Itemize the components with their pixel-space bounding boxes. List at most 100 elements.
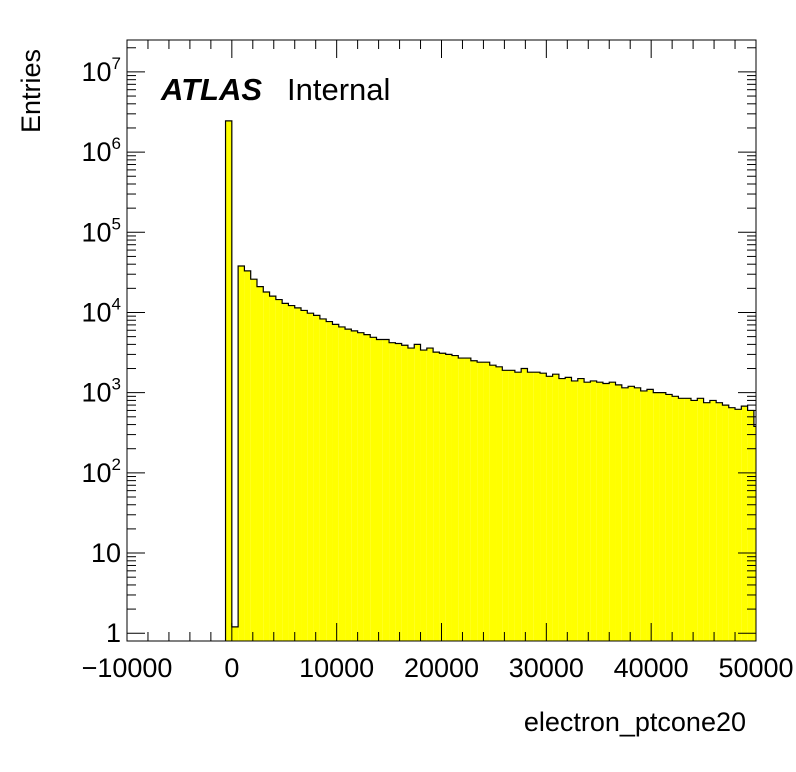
x-tick-label: 40000 [614,653,689,683]
histogram-bar [533,372,541,641]
histogram-bar [747,410,754,641]
histogram-bar [319,318,327,641]
histogram-bar [709,400,717,641]
histogram-bar [395,343,402,641]
histogram-bar [628,386,635,641]
histogram-bars [224,120,756,641]
histogram-bar [464,358,471,641]
histogram-bar [357,332,364,641]
histogram-bar [370,337,377,641]
histogram-bar [540,373,547,641]
histogram-bar [256,286,264,641]
x-tick-label: 10000 [299,653,374,683]
y-tick-labels: 1 10 102 103 104 105 106 107 [81,54,121,648]
histogram-bar [231,626,239,641]
histogram-bar [477,362,484,641]
histogram-bar [716,402,723,641]
histogram-bar [294,307,302,641]
histogram-bar [615,384,622,641]
histogram-bar [414,344,421,641]
histogram-bar [514,372,522,641]
histogram-bar [753,426,756,641]
histogram-bar [282,303,289,641]
x-tick-label: 20000 [404,653,479,683]
histogram-bar [269,296,276,641]
histogram-bar [376,339,383,641]
internal-label: Internal [287,72,390,107]
histogram-bar [326,321,333,641]
histogram-bar [640,390,647,641]
histogram-bar [244,270,251,641]
histogram-bar [502,370,509,641]
histogram-bar [445,354,452,641]
histogram-bar [489,365,497,641]
atlas-label: ATLAS [160,72,262,107]
y-tick-label: 104 [81,294,121,327]
histogram-bar [735,409,742,641]
histogram-bar [225,120,232,641]
histogram-bar [546,376,553,641]
histogram-bar [672,396,679,641]
histogram-bar [590,380,597,641]
histogram-bar [596,382,603,641]
histogram-bar [565,377,572,641]
histogram-bar [470,360,478,641]
histogram-bar [433,352,440,641]
y-tick-label: 1 [106,618,121,648]
histogram-bar [288,305,295,641]
histogram-bar [382,339,390,641]
histogram-bar [407,348,415,641]
histogram-bar [238,265,245,641]
histogram-bar [301,310,308,641]
y-axis-title: Entries [16,49,46,133]
histogram-bar [584,382,591,641]
histogram-bar [691,400,698,641]
histogram-bar [401,345,408,641]
histogram-bar [558,378,566,641]
histogram-bar [451,355,459,641]
histogram-bar [741,406,748,641]
histogram-bar [420,350,427,641]
x-axis-title: electron_ptcone20 [524,707,746,737]
y-tick-label: 105 [81,214,121,247]
histogram-bar [577,378,585,641]
histogram-bar [722,405,729,641]
y-tick-label: 103 [81,375,121,408]
histogram-bar [697,398,704,641]
y-tick-label: 102 [81,455,121,488]
y-tick-label: 106 [81,134,121,167]
histogram-bar [275,299,283,641]
axis-ticks [126,40,757,641]
x-tick-label: 0 [224,653,239,683]
histogram-bar [634,387,641,641]
histogram-bar [602,383,610,641]
y-tick-label: 107 [81,54,121,87]
histogram-outline [224,120,756,641]
histogram-bar [552,374,559,641]
x-tick-label: 50000 [718,653,793,683]
histogram-bar [332,324,339,641]
histogram-bar [665,394,673,641]
histogram-bar [684,398,691,641]
histogram-bar [307,313,314,641]
histogram-bar [263,292,270,641]
histogram-bar [250,279,257,641]
histogram-bar [338,326,346,641]
histogram-bar [426,348,434,641]
histogram-bar [646,389,654,641]
histogram-bar [351,330,358,641]
histogram-bar [458,358,465,641]
histogram-bar [609,382,616,641]
histogram-bar [678,398,685,641]
histogram-bar [483,362,490,641]
histogram-bar [496,366,503,641]
histogram-bar [621,387,629,641]
histogram-bar [653,392,660,641]
histogram-bar [659,392,666,641]
histogram-bar [313,315,320,641]
histogram-bar [508,370,515,641]
histogram-bar [527,372,534,641]
histogram-bar [345,329,352,641]
histogram-bar [363,334,371,641]
